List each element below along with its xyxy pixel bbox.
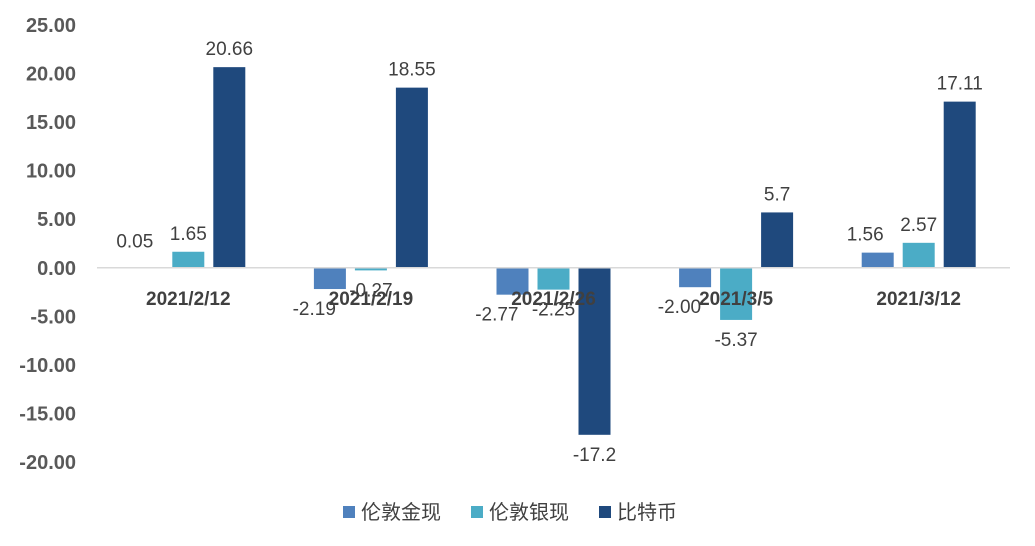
data-label: -2.19 [293,299,336,320]
legend-swatch-3 [599,506,611,518]
y-tick-label: 15.00 [26,112,76,134]
x-tick-label: 2021/3/5 [699,289,773,310]
x-tick-label: 2021/2/26 [511,289,596,310]
bar-2-1 [172,251,205,268]
data-label: -2.77 [475,305,518,326]
data-label: 1.56 [847,225,884,246]
data-label: 0.05 [116,231,153,252]
y-axis: 25.00 20.00 15.00 10.00 5.00 0.00 -5.00 -10.00 -… [19,15,76,474]
bar-2-3 [537,267,570,290]
y-tick-label: -20.00 [19,452,76,474]
y-tick-label: 0.00 [37,258,76,280]
y-tick-label: -5.00 [30,306,76,328]
data-label: 18.55 [388,60,436,81]
legend-label-1: 伦敦金现 [361,500,441,524]
data-label: -2.25 [532,300,575,321]
data-label: -17.2 [573,445,616,466]
data-label: -0.27 [349,280,392,301]
y-tick-label: 10.00 [26,161,76,183]
y-tick-label: -10.00 [19,355,76,377]
x-tick-label: 2021/3/12 [876,289,961,310]
data-label: -2.00 [658,297,701,318]
bar-3-2 [395,87,428,268]
bar-2-4 [720,267,753,320]
legend-swatch-1 [343,506,355,518]
y-tick-label: -15.00 [19,403,76,425]
y-tick-label: 25.00 [26,15,76,37]
bar-2-2 [354,267,387,271]
legend: 伦敦金现 伦敦银现 比特币 [343,500,677,524]
x-tick-label: 2021/2/12 [146,289,231,310]
bar-1-4 [679,267,712,288]
legend-swatch-2 [471,506,483,518]
bar-3-4 [761,212,794,268]
data-label: 17.11 [937,74,983,95]
x-axis: 2021/2/12 2021/2/19 2021/2/26 2021/3/5 2021/… [146,289,961,310]
data-label: 1.65 [170,224,207,245]
data-label: 2.57 [900,215,937,236]
legend-label-2: 伦敦银现 [489,500,569,524]
legend-label-3: 比特币 [617,500,677,524]
bars [131,67,976,435]
y-tick-label: 20.00 [26,64,76,86]
bar-2-5 [902,242,935,268]
data-label: -5.37 [714,330,757,351]
data-label: 5.7 [764,184,790,205]
bar-3-1 [213,67,246,268]
data-label: 20.66 [206,39,254,60]
bar-1-3 [496,267,529,295]
y-tick-label: 5.00 [37,209,76,231]
data-labels: 0.05 1.65 20.66 -2.19 -0.27 18.55 -2.77 -2.25 -1… [116,39,982,466]
x-tick-label: 2021/2/19 [329,289,414,310]
bar-1-5 [861,252,894,268]
bar-3-5 [943,101,976,268]
bar-3-3 [578,267,611,435]
bar-1-2 [313,267,346,290]
